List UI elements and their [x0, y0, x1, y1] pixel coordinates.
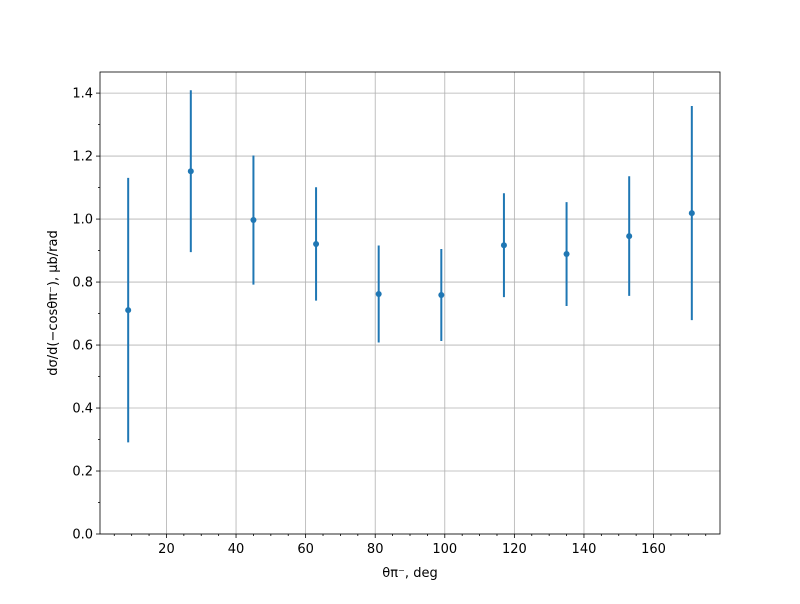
- x-axis-label: θπ⁻, deg: [382, 566, 437, 581]
- data-point: [250, 217, 257, 224]
- data-point: [187, 168, 194, 175]
- y-tick-label: 0.6: [72, 339, 93, 354]
- x-tick-label: 100: [432, 542, 457, 557]
- x-tick-label: 120: [502, 542, 527, 557]
- x-tick-label: 40: [228, 542, 245, 557]
- y-tick-label: 0.4: [72, 402, 93, 417]
- x-tick-label: 140: [572, 542, 597, 557]
- data-point: [563, 251, 570, 258]
- y-axis-label: dσ/d(−cosθπ⁻), μb/rad: [46, 230, 61, 375]
- plot-frame: [99, 71, 721, 535]
- y-tick-label: 0.8: [72, 276, 93, 291]
- data-point: [500, 242, 507, 249]
- data-point: [688, 210, 695, 217]
- x-tick-label: 20: [158, 542, 175, 557]
- x-tick-label: 60: [297, 542, 314, 557]
- y-tick-label: 0.2: [72, 465, 93, 480]
- data-point: [125, 307, 132, 314]
- x-tick-label: 80: [367, 542, 384, 557]
- data-point: [626, 233, 633, 240]
- data-point: [313, 240, 320, 247]
- data-point: [438, 291, 445, 298]
- y-tick-label: 1.4: [72, 87, 93, 102]
- y-tick-label: 1.0: [72, 213, 93, 228]
- y-tick-label: 1.2: [72, 150, 93, 165]
- y-tick-label: 0.0: [72, 528, 93, 543]
- x-tick-label: 160: [641, 542, 666, 557]
- data-point: [375, 291, 382, 298]
